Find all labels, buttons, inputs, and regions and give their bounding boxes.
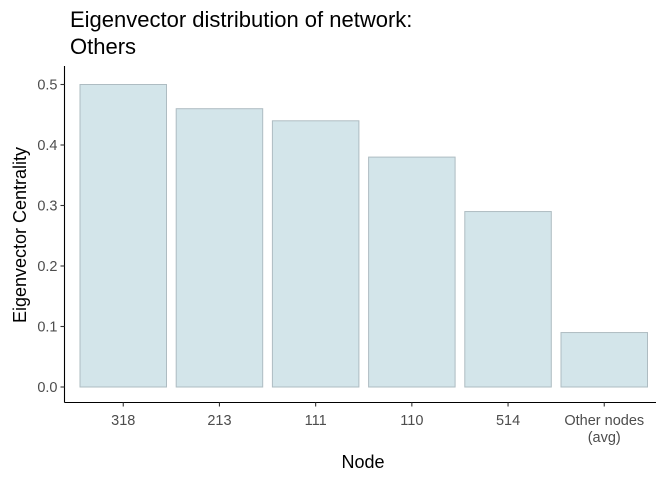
- x-tick-label: 213: [207, 413, 231, 429]
- x-tick-label: 318: [111, 413, 135, 429]
- y-tick-label: 0.0: [37, 380, 57, 396]
- x-axis: 318 213 111 110 514 Other nodes (avg): [64, 401, 656, 446]
- x-tick-label: Other nodes (avg): [564, 413, 644, 446]
- x-axis-title: Node: [341, 452, 384, 472]
- chart-title-line-2: Others: [70, 34, 136, 59]
- y-tick-label: 0.2: [37, 259, 57, 275]
- chart-title-line-1: Eigenvector distribution of network:: [70, 7, 412, 32]
- bar-514: [464, 211, 552, 388]
- chart-title: Eigenvector distribution of network: Oth…: [70, 7, 412, 59]
- x-tick-label: 514: [496, 413, 520, 429]
- y-axis: 0.0 0.1 0.2 0.3 0.4 0.5: [37, 66, 66, 403]
- bar-318: [79, 84, 167, 388]
- y-tick-label: 0.5: [37, 78, 57, 94]
- y-tick-label: 0.1: [37, 320, 57, 336]
- x-tick-label: 111: [305, 413, 327, 429]
- bar-213: [175, 108, 264, 388]
- bar-111: [271, 120, 360, 388]
- bars-group: [79, 84, 648, 388]
- y-axis-title: Eigenvector Centrality: [10, 147, 30, 323]
- y-tick-label: 0.3: [37, 199, 57, 215]
- bar-110: [368, 156, 456, 388]
- bar-other-nodes-avg: [560, 332, 648, 388]
- y-tick-label: 0.4: [37, 138, 57, 154]
- x-tick-label: 110: [400, 413, 423, 429]
